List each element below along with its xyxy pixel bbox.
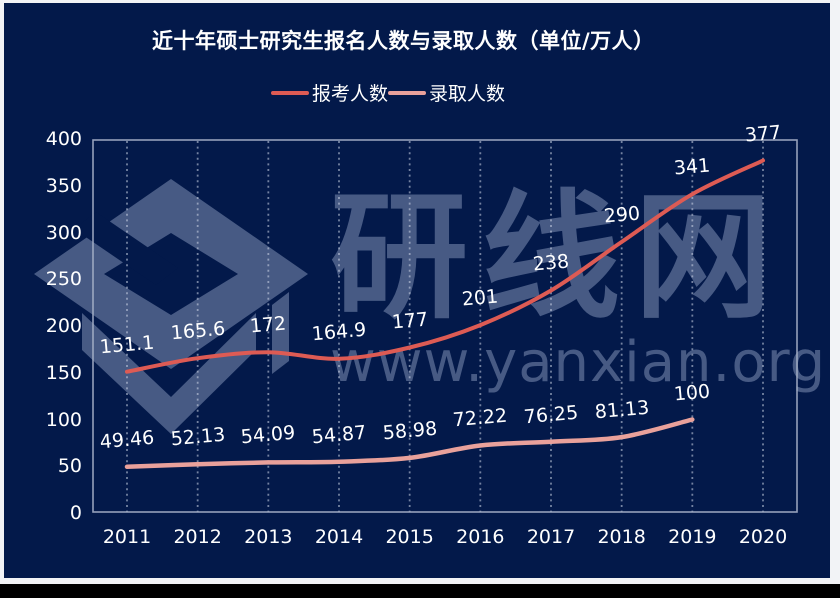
legend-line-swatch-admissions [388, 90, 427, 95]
photo-frame: 研线网 www.yanxian.org 近十年硕士研究生报名人数与录取人数（单位… [0, 0, 840, 584]
y-tick-label: 100 [45, 408, 82, 431]
watermark-brand-text: 研线网 [330, 177, 787, 338]
series-line-applicants [125, 158, 765, 374]
x-tick-label: 2019 [668, 526, 717, 548]
plot-border [92, 139, 798, 513]
watermark: 研线网 www.yanxian.org [4, 3, 830, 578]
y-tick-label: 400 [45, 128, 82, 150]
legend-item-admissions: 录取人数 [388, 79, 505, 106]
legend-line-swatch-applicants [271, 90, 309, 95]
y-tick-label: 300 [45, 221, 82, 244]
x-tick-label: 2016 [456, 526, 505, 548]
watermark-text: 研线网 www.yanxian.org [330, 183, 826, 393]
legend-label-admissions: 录取人数 [429, 83, 506, 105]
y-tick-label: 50 [57, 455, 82, 478]
chart-panel: 研线网 www.yanxian.org 近十年硕士研究生报名人数与录取人数（单位… [4, 3, 830, 578]
x-tick-label: 2015 [385, 526, 434, 548]
watermark-url-text: www.yanxian.org [330, 330, 827, 395]
chart-title: 近十年硕士研究生报名人数与录取人数（单位/万人） [152, 29, 655, 53]
y-tick-label: 200 [45, 315, 82, 337]
x-tick-label: 2017 [526, 526, 576, 548]
plot-area [92, 139, 798, 513]
x-tick-label: 2013 [244, 526, 293, 548]
legend-label-applicants: 报考人数 [312, 83, 389, 105]
y-tick-label: 150 [45, 361, 82, 384]
x-tick-label: 2014 [314, 526, 364, 548]
legend-item-applicants: 报考人数 [271, 79, 388, 106]
y-tick-label: 0 [69, 502, 82, 524]
y-tick-label: 250 [45, 268, 82, 291]
chart-legend: 报考人数 录取人数 [271, 79, 505, 106]
y-tick-label: 350 [45, 174, 82, 197]
x-tick-label: 2011 [102, 526, 152, 548]
x-tick-label: 2018 [597, 526, 646, 548]
x-tick-label: 2012 [173, 526, 222, 548]
x-tick-label: 2020 [738, 526, 788, 548]
series-line-admissions [124, 417, 695, 470]
